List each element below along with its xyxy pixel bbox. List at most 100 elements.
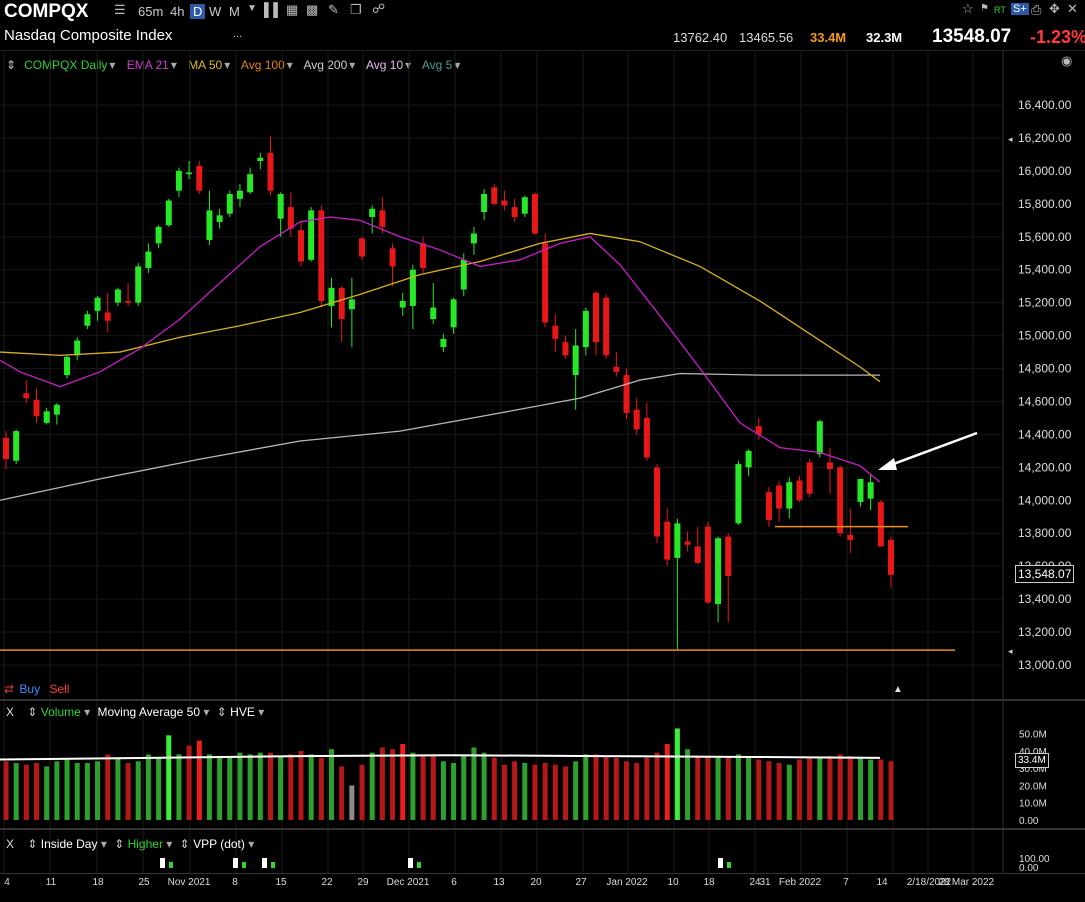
volume-bar	[145, 754, 151, 820]
bar-chart-icon[interactable]: ▌▌	[264, 2, 283, 17]
candle-body	[867, 482, 874, 499]
candle-body	[84, 314, 91, 326]
s-plus-icon[interactable]: S+	[1011, 3, 1029, 15]
chevron-down-icon[interactable]: ▾	[405, 58, 412, 72]
candle-body	[338, 287, 345, 320]
volume-bar	[318, 757, 324, 820]
sell-label[interactable]: Sell	[49, 682, 70, 696]
symbol-input[interactable]: COMPQX	[4, 1, 89, 22]
y-tick-label: 13,000.00	[1018, 658, 1072, 672]
ma50-label[interactable]: Moving Average 50	[97, 705, 201, 719]
swap-icon[interactable]: ⇕	[27, 837, 38, 851]
volume-label[interactable]: Volume	[40, 705, 81, 719]
close-icon[interactable]: ✕	[1067, 1, 1078, 16]
candle-body	[745, 450, 752, 468]
volume-bar	[888, 761, 894, 820]
legend-avg100[interactable]: Avg 100	[240, 58, 285, 72]
vpp-label[interactable]: VPP (dot)	[193, 837, 245, 851]
legend-ma50[interactable]: MA 50	[188, 58, 223, 72]
x-tick-label: 18	[92, 877, 104, 888]
chevron-down-icon[interactable]: ▾	[454, 58, 461, 72]
y-tick-label: 16,400.00	[1018, 98, 1072, 112]
more-icon[interactable]: ...	[233, 28, 243, 40]
chevron-down-icon[interactable]: ▾	[100, 837, 107, 851]
swap-icon[interactable]: ⇕	[114, 837, 125, 851]
volume-bar	[359, 764, 365, 820]
x-tick-label: 4	[4, 877, 10, 888]
inside-day-label[interactable]: Inside Day	[40, 837, 98, 851]
flag-icon[interactable]: ⚑	[980, 3, 989, 14]
volume-bar	[400, 744, 406, 820]
candle-body	[562, 342, 569, 356]
chevron-down-icon[interactable]: ▼	[247, 3, 257, 14]
panel-divider[interactable]	[0, 699, 1085, 701]
chevron-down-icon[interactable]: ▾	[166, 837, 173, 851]
volume-bar	[54, 761, 60, 820]
higher-marker	[169, 862, 173, 868]
swap-icon[interactable]: ⇄	[4, 682, 15, 696]
volume-bar	[735, 754, 741, 820]
chevron-down-icon[interactable]: ▾	[286, 58, 293, 72]
buy-label[interactable]: Buy	[19, 682, 41, 696]
copy-icon[interactable]: ❐	[350, 2, 362, 17]
hve-label[interactable]: HVE	[230, 705, 255, 719]
chart-style-icon[interactable]: ▦	[286, 2, 299, 17]
chevron-down-icon[interactable]: ▾	[224, 58, 231, 72]
legend-avg5[interactable]: Avg 5	[421, 58, 453, 72]
candle-body	[43, 411, 50, 423]
swap-icon[interactable]: ⇕	[6, 58, 17, 72]
higher-label[interactable]: Higher	[127, 837, 163, 851]
candle-body	[247, 174, 254, 193]
share-icon[interactable]: ☍	[372, 1, 386, 16]
close-panel-icon[interactable]: X	[6, 705, 15, 719]
legend-avg10[interactable]: Avg 10	[365, 58, 404, 72]
timeframe-65m[interactable]: 65m	[138, 4, 164, 19]
timeframe-daily[interactable]: D	[190, 4, 206, 19]
palette-icon[interactable]: ◉	[1061, 53, 1073, 68]
x-tick-label: 2/18/2022	[906, 877, 952, 888]
close-panel-icon[interactable]: X	[6, 837, 15, 851]
avg200-line	[0, 372, 880, 501]
x-tick-label: Nov 2021	[167, 877, 211, 888]
chevron-down-icon[interactable]: ▾	[170, 58, 177, 72]
legend-avg200[interactable]: Avg 200	[303, 58, 348, 72]
candle-body	[125, 301, 132, 303]
buy-sell-toggle[interactable]: ⇄ Buy Sell	[4, 682, 69, 696]
volume-bar	[766, 761, 772, 820]
swap-icon[interactable]: ⇕	[179, 837, 190, 851]
timeframe-4h[interactable]: 4h	[170, 4, 185, 19]
volume-bar	[95, 761, 101, 820]
legend-ema21[interactable]: EMA 21	[126, 58, 169, 72]
timeframe-weekly[interactable]: W	[209, 4, 222, 19]
print-icon[interactable]: ⎙	[1031, 2, 1042, 17]
volume-bar	[74, 763, 80, 820]
chevron-down-icon[interactable]: ▾	[109, 58, 116, 72]
x-tick-label: 18	[703, 877, 715, 888]
timeframe-monthly[interactable]: M	[229, 4, 240, 19]
candle-body	[593, 292, 599, 343]
candle-body	[328, 287, 335, 306]
chevron-down-icon[interactable]: ▾	[258, 705, 265, 719]
legend-symbol[interactable]: COMPQX Daily	[24, 58, 108, 72]
star-icon[interactable]: ☆	[962, 1, 974, 16]
high-value: 13762.40	[673, 30, 728, 45]
pencil-icon[interactable]: ✎	[328, 2, 339, 17]
candle-body	[725, 536, 732, 577]
chevron-down-icon[interactable]: ▾	[203, 705, 210, 719]
volume-bar	[664, 744, 670, 820]
move-icon[interactable]: ✥	[1049, 1, 1060, 16]
collapse-icon[interactable]: ▲	[893, 684, 903, 695]
swap-icon[interactable]: ⇕	[216, 705, 227, 719]
chevron-down-icon[interactable]: ▾	[248, 837, 255, 851]
list-icon[interactable]: ☰	[114, 2, 126, 17]
candle-body	[806, 462, 813, 494]
panel-divider[interactable]	[0, 828, 1085, 830]
candle-body	[277, 193, 284, 219]
chevron-down-icon[interactable]: ▾	[84, 705, 91, 719]
volume-bar	[247, 754, 253, 820]
calculator-icon[interactable]: ▩	[306, 2, 319, 17]
swap-icon[interactable]: ⇕	[27, 705, 38, 719]
chevron-down-icon[interactable]: ▾	[349, 58, 356, 72]
candle-body	[816, 421, 823, 455]
